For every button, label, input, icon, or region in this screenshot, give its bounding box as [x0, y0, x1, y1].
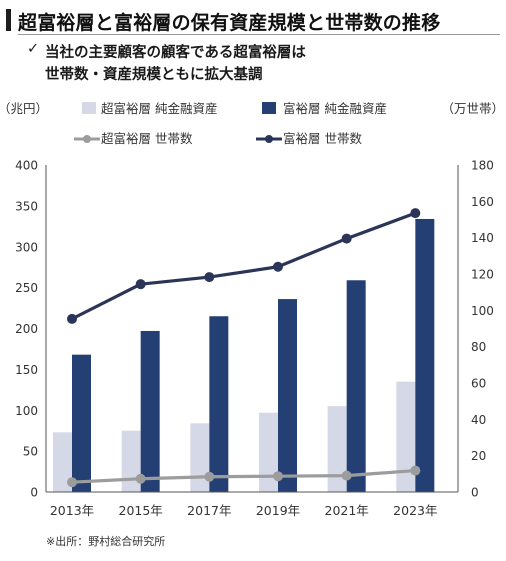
bar-ultra-assets — [259, 412, 278, 492]
legend-swatch-wealthy-assets — [262, 102, 276, 114]
subtitle-line-2: 世帯数・資産規模ともに拡大基調 — [45, 67, 263, 83]
point-ultra-households — [341, 470, 352, 481]
y2-tick-label: 160 — [471, 195, 494, 209]
point-ultra-households — [204, 471, 215, 482]
bar-wealthy-assets — [278, 299, 297, 492]
y2-axis-unit-label: （万世帯） — [441, 101, 504, 116]
point-ultra-households — [273, 471, 283, 482]
x-tick-label: 2023年 — [393, 503, 437, 518]
bar-wealthy-assets — [72, 354, 91, 492]
bar-wealthy-assets — [209, 316, 229, 492]
bar-ultra-assets — [327, 406, 347, 492]
y-tick-label: 350 — [15, 199, 38, 213]
chart-title: 超富裕層と富裕層の保有資産規模と世帯数の推移 — [18, 12, 441, 34]
y2-tick-label: 60 — [471, 377, 486, 391]
point-ultra-households — [67, 477, 77, 488]
legend-marker-wealthy-households — [265, 135, 273, 143]
y2-tick-label: 80 — [471, 340, 486, 354]
x-tick-label: 2013年 — [50, 503, 94, 518]
y2-tick-label: 20 — [471, 449, 486, 463]
subtitle-line-1: 当社の主要顧客の顧客である超富裕層は — [45, 45, 306, 61]
legend-label-ultra-households: 超富裕層 世帯数 — [101, 131, 193, 146]
point-wealthy-households — [204, 272, 215, 283]
y-tick-label: 100 — [15, 404, 38, 418]
y2-tick-label: 40 — [471, 413, 486, 427]
bar-ultra-assets — [121, 430, 141, 492]
point-wealthy-households — [341, 233, 352, 244]
x-tick-label: 2021年 — [325, 503, 369, 518]
y2-tick-label: 0 — [471, 486, 479, 500]
x-tick-label: 2017年 — [187, 503, 231, 518]
x-tick-label: 2015年 — [119, 503, 163, 518]
bar-wealthy-assets — [346, 280, 366, 492]
point-wealthy-households — [273, 261, 283, 272]
point-wealthy-households — [135, 279, 146, 290]
point-ultra-households — [135, 473, 146, 484]
y-axis-unit-label: （兆円） — [0, 101, 48, 116]
series-line-wealthy-households — [71, 211, 416, 321]
legend-swatch-ultra-assets — [82, 102, 96, 114]
point-wealthy-households — [67, 313, 77, 324]
title-block: 超富裕層と富裕層の保有資産規模と世帯数の推移 — [6, 6, 500, 35]
bar-ultra-assets — [190, 423, 210, 492]
y-tick-label: 300 — [15, 240, 38, 254]
bar-wealthy-assets — [140, 330, 160, 492]
bar-ultra-assets — [53, 432, 72, 492]
y-tick-label: 250 — [15, 281, 38, 295]
point-wealthy-households — [410, 208, 421, 219]
series-line-ultra-households — [71, 468, 416, 484]
legend-label-ultra-assets: 超富裕層 純金融資産 — [101, 101, 217, 116]
source-note: ※出所：野村総合研究所 — [46, 535, 166, 548]
bar-ultra-assets — [396, 381, 416, 492]
y-tick-label: 200 — [15, 322, 38, 336]
y-tick-label: 150 — [15, 363, 38, 377]
title-accent-bar — [6, 9, 11, 31]
y2-tick-label: 100 — [471, 304, 494, 318]
point-ultra-households — [410, 465, 421, 476]
y2-tick-label: 140 — [471, 231, 494, 245]
legend-label-wealthy-households: 富裕層 世帯数 — [283, 131, 362, 146]
checkmark-icon: ✓ — [27, 41, 40, 57]
y-tick-label: 50 — [23, 445, 38, 459]
y-tick-label: 400 — [15, 159, 38, 173]
bar-wealthy-assets — [415, 218, 435, 492]
y2-tick-label: 120 — [471, 268, 494, 282]
legend-marker-ultra-households — [83, 135, 91, 143]
legend-label-wealthy-assets: 富裕層 純金融資産 — [283, 101, 387, 116]
title-underline — [18, 34, 500, 35]
y-tick-label: 0 — [30, 486, 38, 500]
x-tick-label: 2019年 — [256, 503, 300, 518]
y2-tick-label: 180 — [471, 159, 494, 173]
